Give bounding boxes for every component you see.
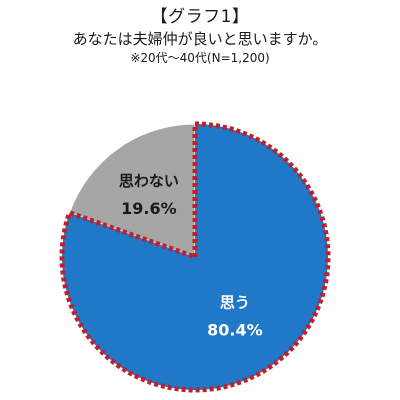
pie-slice-omowanai <box>68 123 196 258</box>
chart-title: 【グラフ1】 <box>150 7 250 27</box>
slice-value-omowanai: 19.6% <box>121 199 177 218</box>
slice-label-omowanai: 思わない <box>119 172 179 190</box>
chart-header: 【グラフ1】 あなたは夫婦仲が良いと思いますか。 ※20代～40代(N=1,20… <box>0 6 400 66</box>
pie-slice-omou <box>59 121 331 393</box>
chart-note: ※20代～40代(N=1,200) <box>130 51 270 65</box>
chart-subtitle: あなたは夫婦仲が良いと思いますか。 <box>72 30 328 48</box>
slice-label-omou: 思う <box>220 294 250 312</box>
slice-value-omou: 80.4% <box>207 321 263 340</box>
